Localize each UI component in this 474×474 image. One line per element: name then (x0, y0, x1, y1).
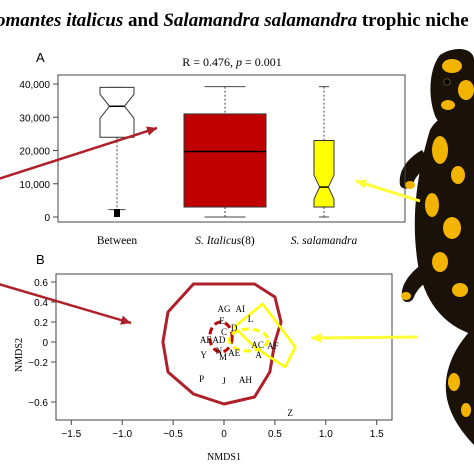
title-part-3: trophic niche (357, 10, 469, 31)
arrow-line (0, 283, 132, 325)
point-label: AH (239, 375, 252, 385)
y-tick-label: 0 (42, 338, 48, 349)
hull-italicus-outer (161, 282, 283, 406)
point-label: Z (287, 408, 293, 418)
y-tick-label: 20,000 (19, 147, 50, 158)
x-category-label: Between (97, 235, 137, 247)
stat-suffix: = 0.001 (242, 55, 282, 69)
point-label: Y (200, 350, 207, 360)
point-label: D (231, 323, 238, 333)
point-label: AC (251, 340, 264, 350)
y-tick-label: 10,000 (19, 180, 50, 191)
x-category-label: S. salamandra (291, 235, 358, 247)
salamander-spot (441, 100, 455, 110)
point-label: N (216, 346, 223, 356)
salamander-eye (443, 78, 451, 86)
arrow-head (311, 333, 321, 343)
point-label: M (219, 352, 227, 362)
hull-salamandra-outer (232, 302, 297, 369)
point-label: A (255, 350, 262, 360)
x-category-label: S. Italicus(8) (195, 235, 255, 247)
salamander-spot (401, 292, 411, 300)
x-tick-label: −0.5 (163, 429, 183, 440)
salamander-front-leg (399, 150, 432, 189)
box (99, 86, 135, 138)
title-part-2: Salamandra salamandra (163, 10, 357, 31)
salamander-spot (432, 252, 448, 272)
salamander-head (430, 48, 474, 133)
stat-p: p (235, 55, 242, 69)
plot-frame (57, 74, 406, 223)
point-label: AI (236, 304, 246, 314)
salamander-spot (461, 403, 471, 417)
point-label: AF (267, 341, 279, 351)
point-label: AF (200, 335, 212, 345)
arrow-head (146, 126, 157, 136)
salamander-spot (425, 193, 439, 217)
annotation-arrows (0, 126, 421, 343)
outlier-point (114, 214, 120, 218)
salamander-spot (452, 283, 468, 297)
x-axis-label: NMDS1 (207, 452, 241, 463)
y-tick-label: 40,000 (19, 80, 50, 91)
stat-annotation: R = 0.476, p = 0.001 (182, 55, 282, 69)
x-tick-label: 0.5 (268, 429, 282, 440)
point-label: L (248, 314, 254, 324)
salamander-spot (442, 59, 462, 73)
point-label: E (219, 316, 225, 326)
y-tick-label: 0 (44, 213, 50, 224)
category-italic: S. salamandra (291, 235, 358, 247)
point-label: AD (212, 335, 225, 345)
y-tick-label: 0.6 (34, 278, 48, 289)
salamander-spot (443, 217, 461, 239)
stat-prefix: R = 0.476, (182, 55, 236, 69)
title-part-0: omantes italicus (0, 10, 123, 31)
point-label: C (221, 327, 227, 337)
nmds-panel: B −1.5 −1.0 −0.5 0 0.5 1.0 1.5 0.6 0.4 0.2 0 −0.2 −0.… (14, 252, 393, 463)
x-tick-label: 1.0 (319, 429, 333, 440)
box (183, 113, 267, 208)
y-tick-label: 30,000 (19, 113, 50, 124)
box (313, 140, 335, 208)
salamander-hind-leg (401, 262, 436, 303)
salamander-spot (448, 373, 460, 391)
arrow-line (355, 179, 421, 203)
x-tick-label: −1.5 (61, 429, 81, 440)
salamander-spot (432, 136, 448, 164)
arrow-line (310, 335, 419, 340)
x-tick-label: 0 (221, 429, 227, 440)
arrow-head (356, 179, 367, 189)
arrow-head (120, 315, 131, 325)
category-plain: (8) (241, 235, 255, 247)
point-label: P (199, 374, 204, 384)
y-tick-label: −0.2 (28, 358, 48, 369)
plot-frame (55, 273, 393, 421)
panel-label: A (36, 50, 45, 65)
salamander-spot (405, 181, 415, 189)
ellipse-italicus-ellipse (208, 320, 234, 354)
boxplot-panel: A R = 0.476, p = 0.001 0 10,000 20,000 30,000… (19, 50, 406, 247)
x-tick-label: −1.0 (112, 429, 132, 440)
point-label: AE (228, 348, 240, 358)
y-tick-label: 0.2 (34, 318, 48, 329)
ellipse-salamandra-ellipse (227, 327, 270, 353)
x-tick-label: 1.5 (370, 429, 384, 440)
y-tick-label: 0.4 (34, 298, 48, 309)
salamander-spot (458, 80, 474, 100)
y-tick-label: −0.6 (28, 398, 48, 409)
arrow-line (0, 126, 158, 180)
salamander-spot (451, 166, 465, 184)
category-italic: S. Italicus (195, 235, 242, 247)
point-label: AG (218, 304, 231, 314)
figure-title: omantes italicus and Salamandra salamand… (0, 10, 469, 31)
point-label: J (222, 376, 226, 386)
salamander-photo (399, 48, 474, 445)
y-axis-label: NMDS2 (14, 338, 25, 372)
title-part-1: and (123, 10, 163, 31)
panel-label: B (36, 252, 45, 267)
